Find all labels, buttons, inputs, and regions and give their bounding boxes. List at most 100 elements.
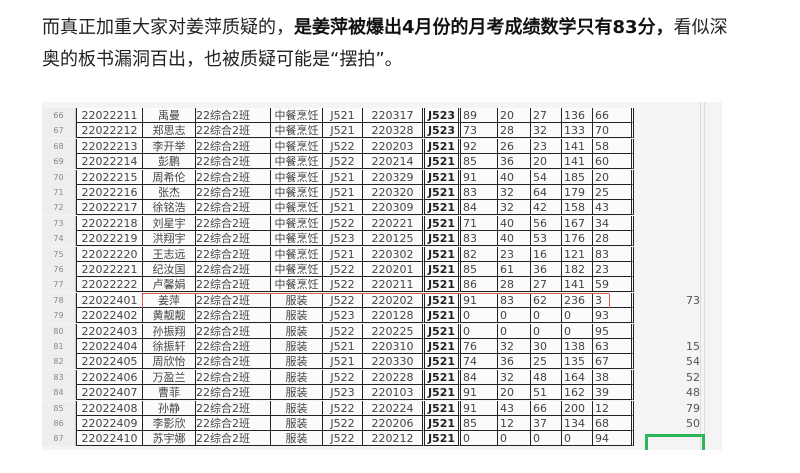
table-cell: J521 [422, 308, 458, 324]
table-cell: 85 [458, 154, 497, 170]
row-number: 74 [42, 231, 76, 247]
table-cell: J522 [322, 154, 362, 170]
table-cell: 0 [497, 323, 530, 339]
table-cell: 141 [561, 277, 592, 293]
table-cell: J521 [422, 354, 458, 370]
table-row: 76 22022221 纪汝国 22综合2班 中餐烹饪 J522 220201 J521 85 6… [42, 262, 722, 277]
table-cell: J523 [322, 385, 362, 401]
table-cell: 12 [592, 400, 634, 416]
table-cell: 220201 [362, 262, 422, 277]
table-cell [642, 139, 700, 154]
table-cell: 22022212 [76, 123, 142, 139]
table-cell: 22综合2班 [195, 431, 270, 447]
selected-cell [645, 434, 705, 450]
table-cell: J523 [322, 231, 362, 247]
table-cell: 李开举 [142, 138, 195, 154]
table-cell: J522 [322, 416, 362, 431]
table-cell: 服装 [270, 431, 322, 447]
table-cell: 91 [458, 292, 497, 308]
row-number: 86 [42, 416, 76, 431]
table-cell: 22综合2班 [195, 262, 270, 277]
table-cell: 卢馨娟 [142, 277, 195, 293]
table-cell [642, 324, 700, 339]
table-cell: 22综合2班 [195, 308, 270, 324]
table-cell: 25 [530, 354, 561, 370]
table-cell: 48 [686, 386, 700, 400]
table-cell: 0 [530, 431, 561, 447]
table-cell: 22022216 [76, 185, 142, 200]
table-cell: J521 [422, 138, 458, 154]
table-cell: J521 [422, 169, 458, 185]
table-row: 66 22022211 禹曼 22综合2班 中餐烹饪 J521 220317 J523 89 20… [42, 108, 722, 123]
table-cell: 134 [561, 416, 592, 431]
row-number: 78 [42, 292, 76, 308]
table-cell: 36 [530, 262, 561, 277]
table-cell: 中餐烹饪 [270, 123, 322, 139]
table-cell: 182 [561, 262, 592, 277]
table-cell: 121 [561, 246, 592, 262]
row-number: 85 [42, 400, 76, 416]
table-cell: 220309 [362, 200, 422, 216]
table-cell: J521 [422, 185, 458, 200]
table-cell: 164 [561, 369, 592, 385]
table-cell: 服装 [270, 292, 322, 308]
table-cell: 22022218 [76, 215, 142, 231]
table-cell: J522 [322, 215, 362, 231]
table-row: 72 22022217 徐铭浩 22综合2班 中餐烹饪 J521 220309 J521 84 3… [42, 200, 722, 216]
table-cell: 220224 [362, 400, 422, 416]
table-cell: 220320 [362, 185, 422, 200]
table-cell: 40 [497, 231, 530, 247]
table-cell: J521 [422, 246, 458, 262]
table-cell: J521 [322, 169, 362, 185]
score-sheet-photo: 66 22022211 禹曼 22综合2班 中餐烹饪 J521 220317 J523 89 20… [42, 102, 722, 450]
table-row: 81 22022404 徐振轩 22综合2班 服装 J521 220310 J521 76 32 3… [42, 339, 722, 354]
table-row: 77 22022222 卢馨娟 22综合2班 中餐烹饪 J522 220211 J521 86 2… [42, 277, 722, 293]
table-cell: 徐铭浩 [142, 200, 195, 216]
table-cell: 张杰 [142, 185, 195, 200]
table-cell: J521 [322, 108, 362, 123]
table-cell: 85 [458, 262, 497, 277]
table-cell: 95 [592, 323, 634, 339]
table-cell: 中餐烹饪 [270, 262, 322, 277]
table-cell: 89 [458, 108, 497, 123]
table-cell: 220103 [362, 385, 422, 401]
table-cell: 22综合2班 [195, 339, 270, 354]
table-cell [642, 277, 700, 292]
table-row: 78 22022401 姜萍 22综合2班 服装 J522 220202 J521 91 83 62… [42, 292, 722, 310]
table-cell: 22022219 [76, 231, 142, 247]
row-number: 68 [42, 138, 76, 154]
table-cell: 162 [561, 385, 592, 401]
table-cell: 32 [530, 123, 561, 139]
table-cell: J523 [322, 308, 362, 324]
row-number: 79 [42, 308, 76, 324]
table-row: 73 22022218 刘星宇 22综合2班 中餐烹饪 J522 220221 J521 71 4… [42, 215, 722, 231]
table-cell: 徐振轩 [142, 339, 195, 354]
table-cell: 32 [497, 339, 530, 354]
table-cell: 22综合2班 [195, 169, 270, 185]
table-cell: 22022408 [76, 400, 142, 416]
table-cell: 0 [530, 308, 561, 324]
table-cell: 22综合2班 [195, 277, 270, 293]
table-cell: J522 [322, 369, 362, 385]
table-cell: 68 [592, 416, 634, 431]
table-cell: 22综合2班 [195, 292, 270, 308]
row-number: 69 [42, 154, 76, 170]
table-cell: 59 [592, 277, 634, 293]
table-cell: 22综合2班 [195, 108, 270, 123]
table-cell: 179 [561, 185, 592, 200]
row-number: 67 [42, 123, 76, 139]
table-cell: 曹菲 [142, 385, 195, 401]
table-cell: J521 [422, 154, 458, 170]
table-cell: 66 [530, 400, 561, 416]
table-cell: 22综合2班 [195, 123, 270, 139]
table-row: 70 22022215 周希伦 22综合2班 中餐烹饪 J521 220329 J521 91 4… [42, 169, 722, 185]
table-cell: 22综合2班 [195, 185, 270, 200]
table-cell: 李影欣 [142, 416, 195, 431]
table-cell: 22综合2班 [195, 246, 270, 262]
row-number: 82 [42, 354, 76, 370]
table-cell: 56 [530, 215, 561, 231]
table-cell: 220212 [362, 431, 422, 447]
table-cell: 服装 [270, 416, 322, 431]
table-cell: 83 [592, 246, 634, 262]
table-cell: 22综合2班 [195, 200, 270, 216]
